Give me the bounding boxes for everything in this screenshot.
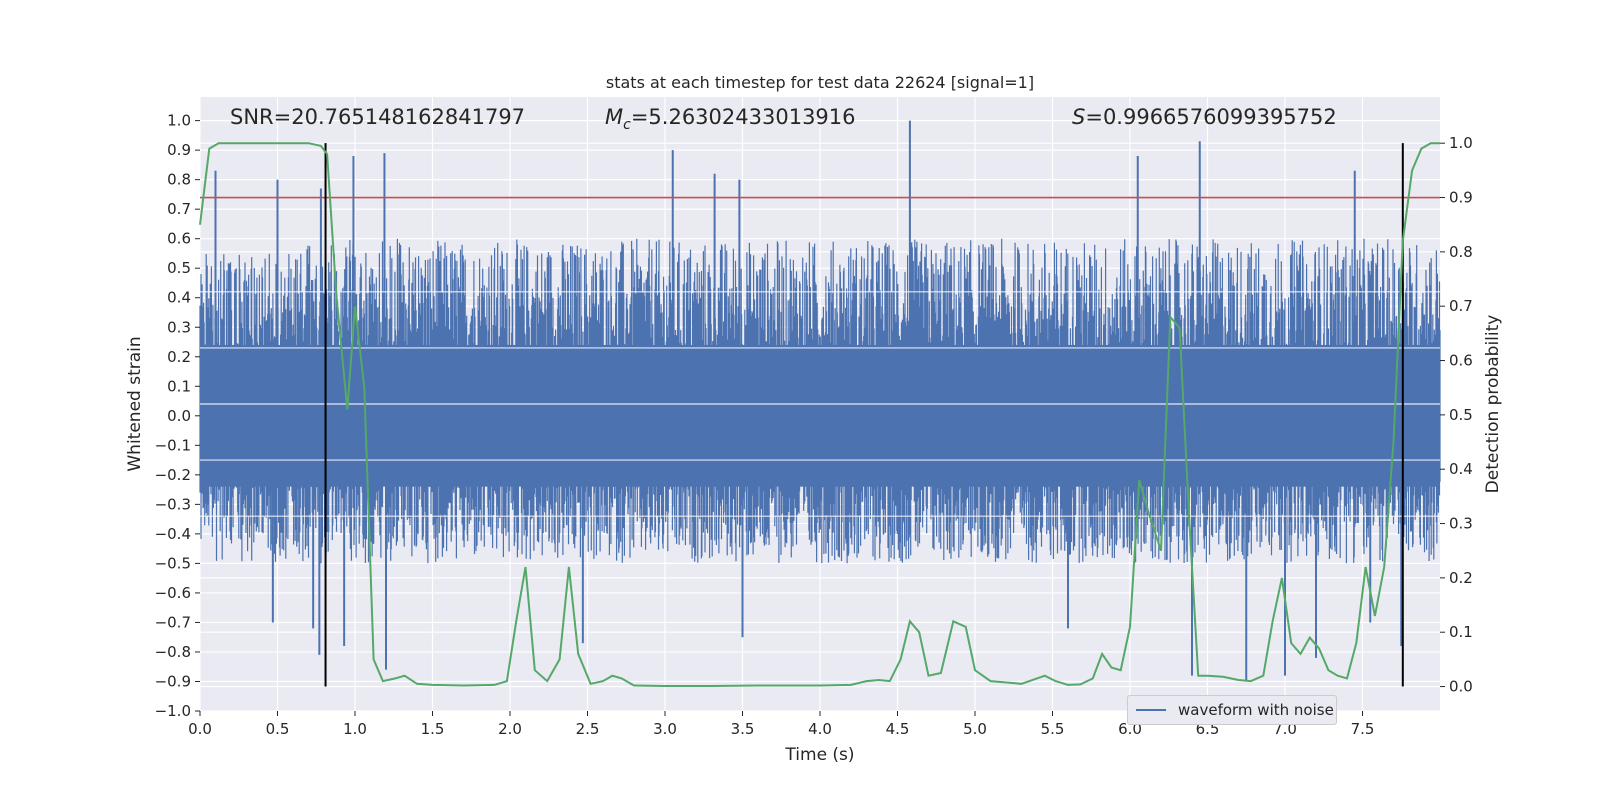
x-tick-label: 1.0 xyxy=(343,720,367,738)
x-tick-label: 4.0 xyxy=(808,720,832,738)
legend-swatch-waveform xyxy=(1136,709,1166,711)
y-tick-label-left: 0.0 xyxy=(167,407,191,425)
y-axis-label-left: Whitened strain xyxy=(125,336,145,471)
chirp-mass-value: =5.26302433013916 xyxy=(631,105,856,129)
x-tick-label: 0.5 xyxy=(266,720,290,738)
y-tick-label-right: 0.8 xyxy=(1449,243,1473,261)
y-tick-label-left: −0.1 xyxy=(155,436,191,454)
y-axis-label-right: Detection probability xyxy=(1483,315,1503,494)
chirp-mass-symbol: M xyxy=(605,105,623,129)
y-tick-label-left: 0.2 xyxy=(167,348,191,366)
overlap-annotation: S=0.9966576099395752 xyxy=(1072,105,1337,129)
x-tick-label: 4.5 xyxy=(886,720,910,738)
chart-title: stats at each timestep for test data 226… xyxy=(606,73,1034,92)
y-tick-label-left: −0.5 xyxy=(155,554,191,572)
chirp-mass-annotation: Mc=5.26302433013916 xyxy=(605,105,856,133)
chirp-mass-subscript: c xyxy=(623,117,631,133)
x-tick-label: 2.0 xyxy=(498,720,522,738)
x-tick-label: 2.5 xyxy=(576,720,600,738)
y-tick-label-left: −0.2 xyxy=(155,466,191,484)
y-tick-label-right: 0.4 xyxy=(1449,460,1473,478)
overlap-value: =0.9966576099395752 xyxy=(1085,105,1336,129)
y-tick-label-left: −0.3 xyxy=(155,495,191,513)
x-axis-label: Time (s) xyxy=(784,745,854,765)
y-tick-label-right: 0.6 xyxy=(1449,352,1473,370)
overlap-symbol: S xyxy=(1072,105,1085,129)
y-tick-label-left: 0.3 xyxy=(167,318,191,336)
legend-label-waveform: waveform with noise xyxy=(1178,701,1334,719)
y-tick-label-left: −0.6 xyxy=(155,584,191,602)
y-tick-label-right: 0.7 xyxy=(1449,297,1473,315)
y-tick-label-right: 1.0 xyxy=(1449,134,1473,152)
y-tick-label-left: 0.9 xyxy=(167,141,191,159)
overlay-layer xyxy=(199,142,1440,687)
y-tick-label-left: −0.9 xyxy=(155,672,191,690)
x-tick-label: 5.0 xyxy=(963,720,987,738)
x-tick-label: 3.0 xyxy=(653,720,677,738)
y-tick-label-left: 1.0 xyxy=(167,112,191,130)
y-tick-label-left: −0.7 xyxy=(155,613,191,631)
y-tick-label-left: −0.4 xyxy=(155,525,191,543)
y-tick-label-left: 0.1 xyxy=(167,377,191,395)
noise-layer xyxy=(199,120,1441,682)
axes-layer: 0.0 0.5 1.0 1.5 2.0 2.5 3.0 3.5 4.0 4.5 5.0 5.5 6.0 6… xyxy=(155,112,1473,738)
y-tick-label-right: 0.3 xyxy=(1449,515,1473,533)
y-tick-label-right: 0.2 xyxy=(1449,569,1473,587)
y-tick-label-left: 0.5 xyxy=(167,259,191,277)
x-tick-label: 7.5 xyxy=(1351,720,1375,738)
x-tick-label: 0.0 xyxy=(188,720,212,738)
snr-annotation: SNR=20.765148162841797 xyxy=(230,105,525,129)
y-tick-label-right: 0.5 xyxy=(1449,406,1473,424)
y-tick-label-left: −0.8 xyxy=(155,643,191,661)
y-tick-label-right: 0.1 xyxy=(1449,623,1473,641)
y-tick-label-right: 0.9 xyxy=(1449,189,1473,207)
y-tick-label-right: 0.0 xyxy=(1449,678,1473,696)
y-tick-label-left: 0.4 xyxy=(167,289,191,307)
y-tick-label-left: 0.7 xyxy=(167,200,191,218)
y-tick-label-left: −1.0 xyxy=(155,702,191,720)
x-tick-label: 3.5 xyxy=(731,720,755,738)
x-tick-label: 5.5 xyxy=(1041,720,1065,738)
legend: waveform with noise xyxy=(1127,695,1337,725)
detection-probability-line xyxy=(199,142,1440,687)
y-tick-label-left: 0.8 xyxy=(167,171,191,189)
x-tick-label: 1.5 xyxy=(421,720,445,738)
y-tick-label-left: 0.6 xyxy=(167,230,191,248)
